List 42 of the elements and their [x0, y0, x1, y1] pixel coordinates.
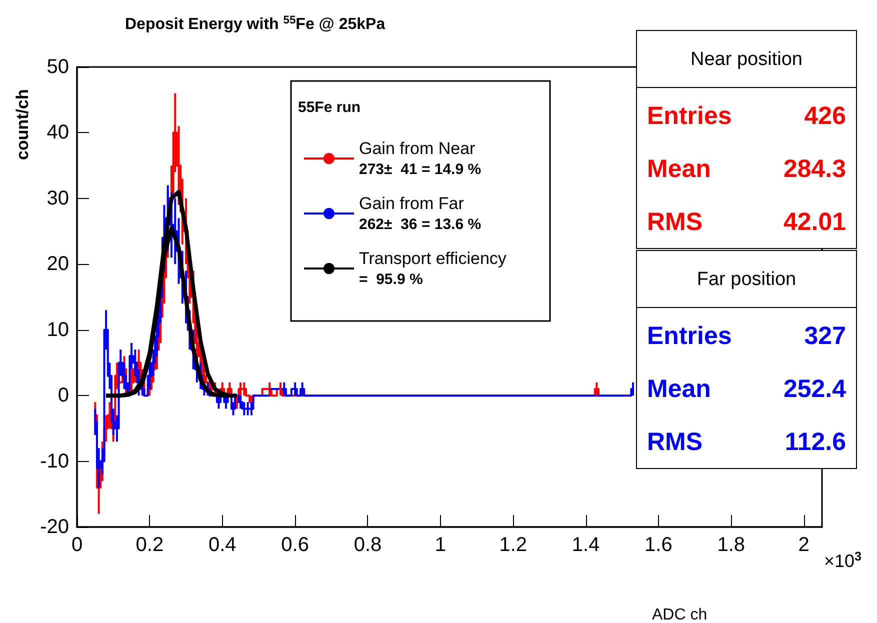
x-tick-label: 0.2: [136, 534, 164, 556]
legend-label: Transport efficiency: [359, 249, 507, 268]
annotation: 273± 41 = 14.9 %: [359, 161, 482, 178]
annotation: Mean: [647, 155, 711, 184]
annotation: 42.01: [783, 208, 846, 237]
y-tick-label: 0: [58, 384, 69, 407]
x-tick-label: 1.6: [644, 534, 672, 556]
annotation: = 95.9 %: [359, 271, 423, 288]
annotation: 262± 36 = 13.6 %: [359, 216, 482, 233]
legend-title: 55Fe run: [298, 99, 361, 116]
annotation: 426: [804, 102, 846, 131]
stats-header-box: Near position: [636, 30, 857, 89]
x-tick-label: 1.2: [499, 534, 528, 556]
annotation: Entries: [647, 322, 732, 351]
y-tick-label: 50: [46, 56, 69, 78]
y-tick-label: -10: [40, 450, 69, 472]
legend-label: Gain from Near: [359, 139, 476, 158]
annotation: RMS: [647, 428, 703, 457]
y-tick-label: 10: [46, 318, 69, 341]
stats-header-box: Far position: [636, 250, 857, 309]
y-tick-label: 20: [46, 253, 69, 276]
x-tick-label: 2: [798, 534, 810, 556]
x-axis-title: ADC ch: [652, 606, 708, 623]
legend-label: Gain from Far: [359, 194, 464, 213]
x-tick-label: 0.4: [208, 534, 236, 556]
annotation: Mean: [647, 375, 711, 404]
annotation: 327: [804, 322, 846, 351]
y-tick-label: 30: [46, 187, 69, 210]
y-tick-label: -20: [40, 516, 69, 538]
x-tick-label: 0.8: [354, 534, 382, 556]
annotation: 112.6: [784, 428, 846, 457]
annotation: RMS: [647, 208, 703, 237]
x-tick-label: 1: [434, 534, 446, 556]
y-tick-label: 40: [46, 122, 69, 144]
x-tick-label: 0: [71, 534, 83, 556]
annotation: 252.4: [783, 375, 846, 404]
annotation: Entries: [647, 102, 732, 131]
x-tick-label: 1.4: [572, 534, 600, 556]
x-tick-label: 1.8: [717, 534, 746, 556]
y-axis-title: count/ch: [13, 89, 32, 160]
annotation: 284.3: [783, 155, 846, 184]
x-tick-label: 0.6: [281, 534, 309, 556]
